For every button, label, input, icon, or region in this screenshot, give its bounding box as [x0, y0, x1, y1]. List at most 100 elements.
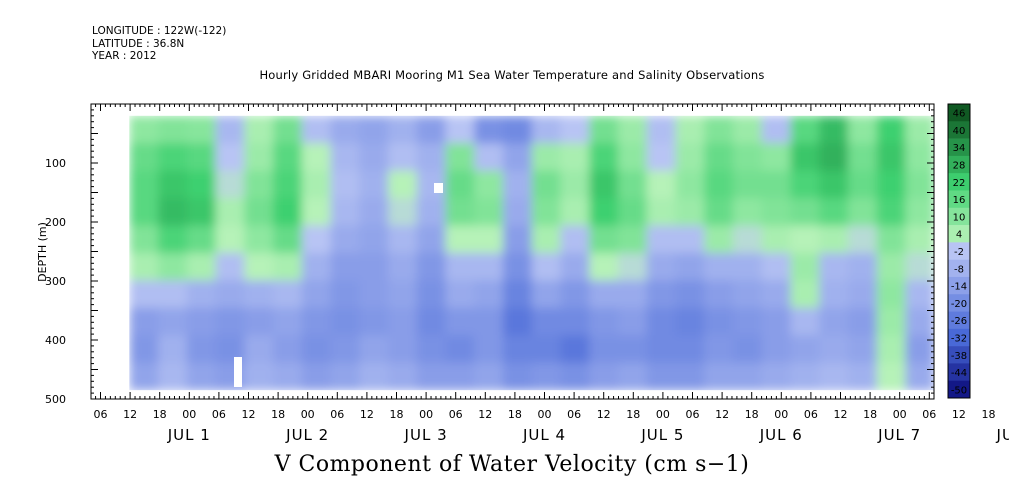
heatmap-cell: [847, 225, 878, 254]
heatmap-cell: [244, 143, 274, 172]
heatmap-cell: [387, 335, 418, 364]
heatmap-cell: [646, 252, 677, 281]
heatmap-cell: [704, 362, 734, 391]
heatmap-cell: [675, 252, 705, 281]
heatmap-cells: [129, 115, 934, 391]
x-hour-label: 06: [804, 408, 818, 421]
missing-data-patch: [434, 183, 443, 193]
heatmap-cell: [560, 362, 590, 391]
heatmap-cell: [905, 307, 934, 336]
x-hour-label: 00: [656, 408, 670, 421]
heatmap-cell: [675, 307, 705, 336]
x-day-label: JUL 7: [877, 426, 921, 444]
x-hour-labels: 06 12 18 00 06 12 18 00 06 12 18 00 06 12 18 00 06 12 18 00…: [94, 408, 996, 421]
x-hour-label: 00: [419, 408, 433, 421]
heatmap-cell: [330, 170, 360, 199]
heatmap-cell: [330, 335, 360, 364]
heatmap-cell: [416, 115, 447, 144]
heatmap-cell: [273, 225, 303, 254]
colorbar-label: 10: [953, 212, 966, 223]
heatmap-cell: [761, 252, 791, 281]
heatmap-cell: [416, 252, 447, 281]
heatmap-cell: [732, 252, 763, 281]
heatmap-cell: [617, 198, 648, 227]
x-hour-label: 06: [922, 408, 936, 421]
heatmap-cell: [819, 225, 849, 254]
heatmap-cell: [186, 143, 217, 172]
heatmap-cell: [732, 198, 763, 227]
x-hour-label: 12: [123, 408, 137, 421]
heatmap-cell: [330, 280, 360, 309]
heatmap-cell: [186, 115, 217, 144]
heatmap-cell: [474, 335, 504, 364]
heatmap-cell: [502, 307, 533, 336]
heatmap-cell: [474, 362, 504, 391]
colorbar: 46 40 34 28 22 16 10 4 -2 -8 -14 -20 -26 -32 -38 -44 -50: [947, 103, 971, 399]
heatmap-cell: [560, 143, 590, 172]
heatmap-cell: [646, 280, 677, 309]
x-hour-label: 00: [182, 408, 196, 421]
heatmap-cell: [847, 252, 878, 281]
heatmap-cell: [675, 335, 705, 364]
heatmap-cell: [876, 252, 906, 281]
heatmap-cell: [617, 335, 648, 364]
heatmap-cell: [905, 170, 934, 199]
heatmap-cell: [445, 335, 475, 364]
heatmap-cell: [847, 170, 878, 199]
heatmap-cell: [905, 143, 934, 172]
heatmap-cell: [301, 225, 332, 254]
heatmap-cell: [129, 335, 159, 364]
heatmap-cell: [819, 252, 849, 281]
colorbar-segment: [948, 259, 970, 278]
heatmap-cell: [416, 335, 447, 364]
colorbar-label: -38: [951, 351, 967, 362]
heatmap-cell: [589, 280, 619, 309]
heatmap-cell: [502, 143, 533, 172]
heatmap-cell: [359, 198, 389, 227]
colorbar-segment: [948, 242, 970, 260]
x-hour-label: 06: [212, 408, 226, 421]
heatmap-cell: [905, 115, 934, 144]
heatmap-cell: [819, 335, 849, 364]
heatmap-cell: [445, 280, 475, 309]
heatmap-cell: [273, 280, 303, 309]
colorbar-label: -2: [954, 247, 964, 258]
heatmap-cell: [847, 143, 878, 172]
heatmap-cell: [646, 170, 677, 199]
heatmap-cell: [416, 362, 447, 391]
heatmap-cell: [704, 225, 734, 254]
heatmap-cell: [359, 252, 389, 281]
heatmap-cell: [819, 280, 849, 309]
heatmap-cell: [732, 225, 763, 254]
heatmap-cell: [158, 307, 188, 336]
heatmap-cell: [301, 198, 332, 227]
heatmap-cell: [416, 280, 447, 309]
heatmap-cell: [847, 335, 878, 364]
y-tick-label: 300: [45, 275, 66, 288]
heatmap-cell: [531, 143, 562, 172]
heatmap-cell: [129, 115, 159, 144]
heatmap-cell: [244, 225, 274, 254]
heatmap-cell: [761, 335, 791, 364]
heatmap-cell: [215, 115, 245, 144]
heatmap-cell: [129, 252, 159, 281]
heatmap-cell: [330, 143, 360, 172]
heatmap-cell: [704, 252, 734, 281]
heatmap-cell: [244, 335, 274, 364]
heatmap-cell: [589, 225, 619, 254]
heatmap-cell: [732, 280, 763, 309]
heatmap-cell: [876, 170, 906, 199]
heatmap-cell: [273, 307, 303, 336]
heatmap-cell: [761, 307, 791, 336]
heatmap-cell: [905, 225, 934, 254]
heatmap-cell: [905, 252, 934, 281]
heatmap-cell: [589, 143, 619, 172]
colorbar-segment: [948, 276, 970, 295]
x-hour-label: 12: [242, 408, 256, 421]
x-hour-label: 00: [774, 408, 788, 421]
heatmap-cell: [790, 143, 820, 172]
heatmap-cell: [732, 170, 763, 199]
heatmap-cell: [129, 143, 159, 172]
heatmap-cell: [129, 170, 159, 199]
heatmap-cell: [646, 143, 677, 172]
